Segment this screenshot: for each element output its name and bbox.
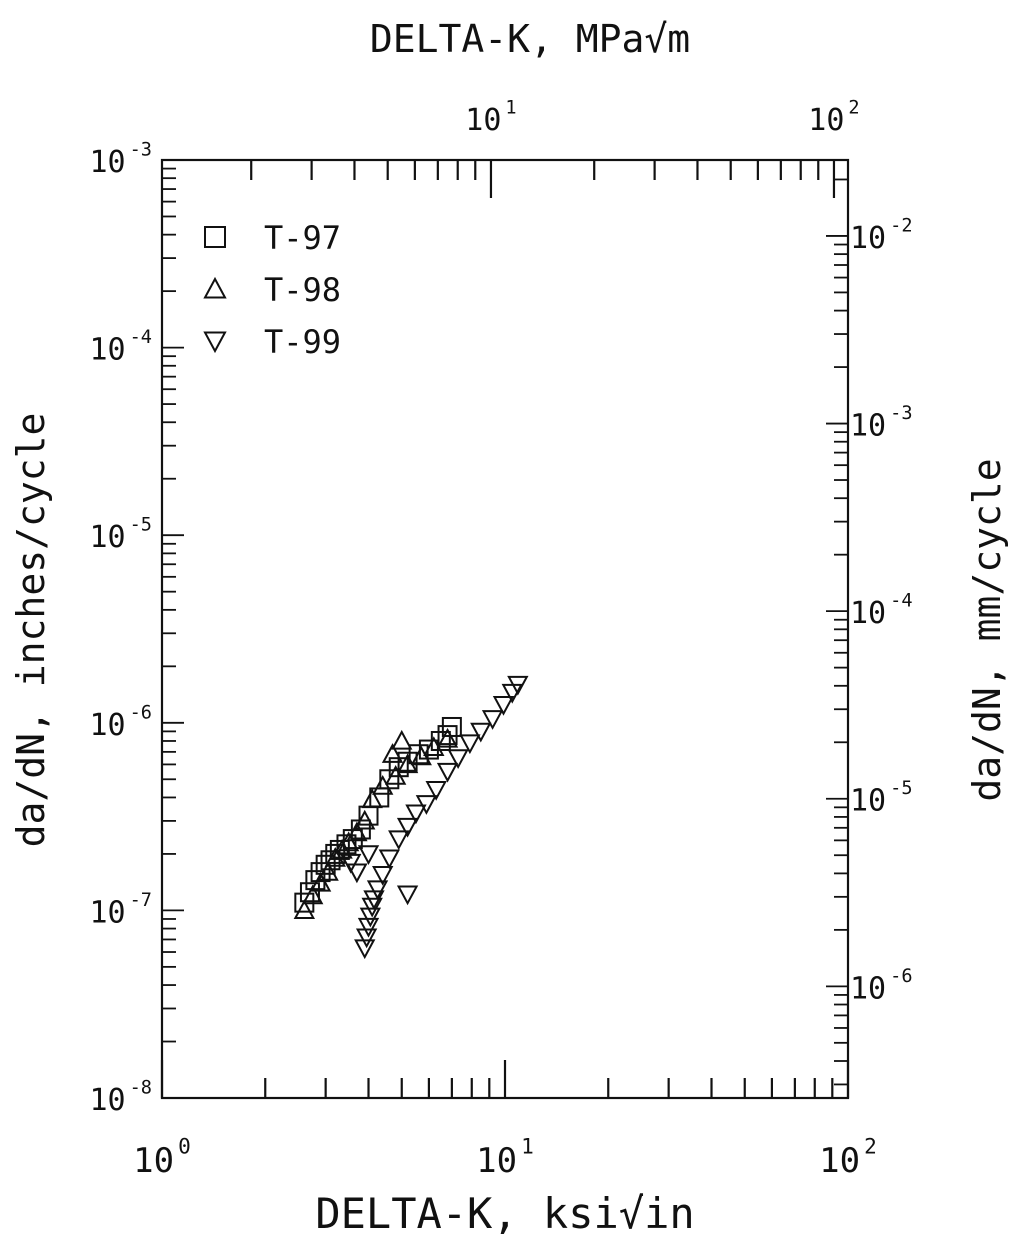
data-point-t-98 bbox=[372, 774, 394, 795]
data-point-t-99 bbox=[470, 722, 492, 743]
legend-label-t-99: T-99 bbox=[264, 323, 341, 361]
x-top-tick-label: 10 2 bbox=[808, 98, 859, 139]
x-top-axis-title: DELTA-K, MPa√m bbox=[370, 17, 690, 61]
data-point-t-99 bbox=[436, 762, 459, 783]
data-point-t-99 bbox=[388, 830, 410, 851]
legend-label-t-97: T-97 bbox=[264, 219, 341, 257]
x-bottom-tick-label: 10 1 bbox=[476, 1133, 534, 1181]
data-point-t-98 bbox=[391, 729, 413, 750]
data-point-t-99 bbox=[361, 897, 383, 918]
data-point-t-98 bbox=[337, 831, 360, 852]
data-point-t-99 bbox=[415, 795, 438, 815]
y-left-tick-label: 10 -8 bbox=[89, 1078, 152, 1119]
x-top-tick-label: 10 1 bbox=[465, 98, 516, 139]
data-point-t-97 bbox=[437, 725, 458, 746]
y-right-axis-title: da/dN, mm/cycle bbox=[965, 458, 1009, 801]
data-point-t-98 bbox=[361, 788, 383, 809]
data-point-t-98 bbox=[293, 899, 316, 920]
legend-marker-t-97 bbox=[204, 226, 226, 248]
data-point-t-99 bbox=[396, 885, 419, 906]
y-right-tick-label: 10 -4 bbox=[850, 591, 913, 632]
y-right-tick-label: 10 -6 bbox=[850, 966, 913, 1007]
x-bottom-tick-label: 10 2 bbox=[819, 1133, 877, 1181]
data-point-t-98 bbox=[436, 727, 459, 748]
data-point-t-99 bbox=[366, 880, 389, 901]
data-point-t-99 bbox=[357, 917, 380, 938]
y-right-tick-label: 10 -3 bbox=[850, 403, 913, 444]
x-bottom-axis-title: DELTA-K, ksi√in bbox=[315, 1189, 694, 1238]
data-point-t-99 bbox=[372, 866, 394, 886]
legend-label-t-98: T-98 bbox=[264, 271, 341, 309]
plot-area bbox=[160, 158, 850, 1100]
y-left-axis-title: da/dN, inches/cycle bbox=[9, 413, 53, 848]
data-point-t-99 bbox=[396, 817, 419, 838]
x-bottom-tick-label: 10 0 bbox=[133, 1133, 191, 1181]
data-point-t-98 bbox=[354, 809, 376, 830]
data-point-t-99 bbox=[378, 849, 401, 870]
data-point-t-99 bbox=[346, 863, 368, 884]
y-left-tick-label: 10 -5 bbox=[89, 515, 152, 556]
y-left-tick-label: 10 -6 bbox=[89, 702, 152, 743]
data-points bbox=[293, 675, 529, 960]
data-point-t-99 bbox=[492, 695, 515, 716]
data-point-t-99 bbox=[354, 939, 376, 960]
data-point-t-99 bbox=[507, 675, 529, 696]
data-point-t-99 bbox=[459, 734, 481, 755]
data-point-t-99 bbox=[447, 749, 469, 770]
data-point-t-99 bbox=[405, 804, 427, 825]
data-point-t-98 bbox=[381, 743, 404, 763]
y-left-tick-label: 10 -7 bbox=[89, 890, 152, 931]
y-left-tick-label: 10 -4 bbox=[89, 327, 152, 368]
legend: T-97 T-98 T-99 bbox=[203, 219, 341, 361]
data-point-t-99 bbox=[359, 907, 382, 928]
data-point-t-98 bbox=[346, 821, 368, 842]
y-right-tick-label: 10 -2 bbox=[850, 215, 913, 256]
data-point-t-99 bbox=[481, 710, 504, 730]
data-point-t-98 bbox=[309, 871, 332, 892]
data-point-t-97 bbox=[299, 882, 320, 903]
data-point-t-99 bbox=[355, 928, 378, 949]
legend-marker-t-98 bbox=[203, 276, 227, 299]
y-right-tick-label: 10 -5 bbox=[850, 778, 913, 819]
data-point-t-98 bbox=[302, 884, 324, 905]
data-point-t-99 bbox=[425, 781, 447, 801]
data-point-t-98 bbox=[384, 764, 407, 785]
legend-marker-t-99 bbox=[203, 331, 227, 354]
data-point-t-99 bbox=[357, 845, 380, 866]
y-left-tick-label: 10 -3 bbox=[89, 140, 152, 181]
data-point-t-99 bbox=[340, 853, 362, 874]
data-point-t-98 bbox=[317, 861, 339, 881]
